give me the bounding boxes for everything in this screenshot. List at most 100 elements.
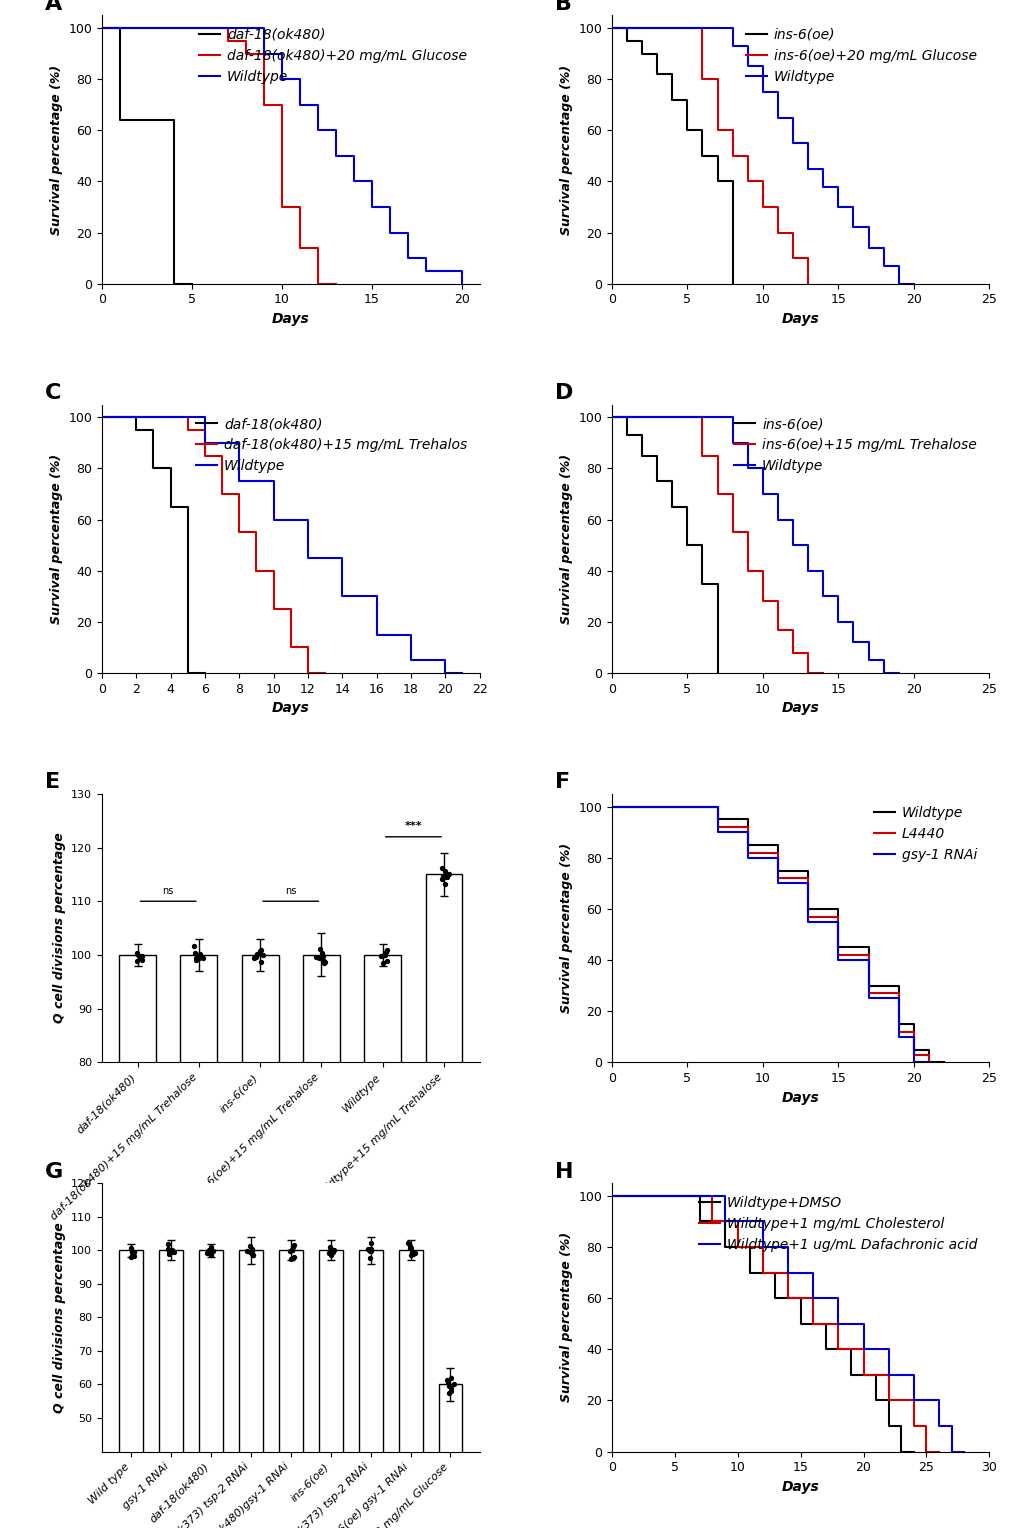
Point [438,865,454,889]
Point [162,1239,178,1264]
Point [372,944,388,969]
Point [439,1368,455,1392]
Point [378,938,394,963]
Point [195,946,211,970]
Text: D: D [554,384,573,403]
Point [253,938,269,963]
Legend: ins-6(oe), ins-6(oe)+15 mg/mL Trehalose, Wildtype: ins-6(oe), ins-6(oe)+15 mg/mL Trehalose,… [729,411,981,478]
Y-axis label: Survival percentage (%): Survival percentage (%) [559,64,572,235]
Point [163,1241,179,1265]
Bar [159,1250,182,1528]
Point [252,940,268,964]
Bar [364,955,400,1491]
Point [203,1235,219,1259]
Point [245,1242,261,1267]
Text: ns: ns [162,886,173,895]
Point [403,1235,419,1259]
Point [166,1241,182,1265]
Point [443,1366,460,1390]
Legend: Wildtype+DMSO, Wildtype+1 mg/mL Cholesterol, Wildtype+1 ug/mL Dafachronic acid: Wildtype+DMSO, Wildtype+1 mg/mL Choleste… [693,1190,981,1258]
Point [282,1247,299,1271]
Point [283,1238,300,1262]
Point [312,937,328,961]
Point [314,941,330,966]
Point [284,1235,301,1259]
Bar [303,955,339,1491]
Legend: ins-6(oe), ins-6(oe)+20 mg/mL Glucose, Wildtype: ins-6(oe), ins-6(oe)+20 mg/mL Glucose, W… [740,23,981,89]
Point [442,1378,459,1403]
Point [323,1242,339,1267]
Point [248,944,264,969]
Point [399,1230,416,1254]
Point [362,1245,378,1270]
Point [436,859,452,883]
Bar [119,1250,143,1528]
Point [407,1241,423,1265]
Text: E: E [45,772,60,793]
Point [361,1238,377,1262]
X-axis label: Days: Days [781,312,818,325]
Y-axis label: Q cell divisions percentage: Q cell divisions percentage [53,1222,65,1413]
Point [314,947,330,972]
Point [284,1238,301,1262]
Point [239,1239,256,1264]
Text: A: A [45,0,62,14]
Point [440,1380,457,1404]
Text: ns: ns [285,886,297,895]
Point [186,934,203,958]
Point [308,944,324,969]
Point [199,1241,215,1265]
Point [122,1238,139,1262]
Point [244,1239,260,1264]
Point [435,865,451,889]
Y-axis label: Survival percentage (%): Survival percentage (%) [50,64,63,235]
X-axis label: Days: Days [272,701,310,715]
Point [122,1244,139,1268]
Point [316,950,332,975]
Point [401,1233,418,1258]
Point [363,1239,379,1264]
Point [321,1241,337,1265]
Point [401,1236,418,1261]
Bar [180,955,217,1491]
Point [124,1239,141,1264]
Point [124,1239,141,1264]
Point [379,949,395,973]
Point [440,862,457,886]
Point [281,1239,298,1264]
Bar [359,1250,382,1528]
Text: G: G [45,1161,63,1181]
Text: H: H [554,1161,573,1181]
Point [160,1232,176,1256]
Point [163,1238,179,1262]
Point [187,946,204,970]
Point [190,944,206,969]
Point [242,1239,258,1264]
Point [246,946,262,970]
Point [434,865,450,889]
Point [191,946,207,970]
Legend: daf-18(ok480), daf-18(ok480)+15 mg/mL Trehalos, Wildtype: daf-18(ok480), daf-18(ok480)+15 mg/mL Tr… [191,411,472,478]
Y-axis label: Survival percentage (%): Survival percentage (%) [559,454,572,623]
Point [323,1236,339,1261]
Point [324,1239,340,1264]
Point [374,950,390,975]
Point [242,1235,258,1259]
Point [441,1374,458,1398]
Point [440,1371,457,1395]
Legend: Wildtype, L4440, gsy-1 RNAi: Wildtype, L4440, gsy-1 RNAi [867,801,981,868]
Y-axis label: Survival percentage (%): Survival percentage (%) [559,1232,572,1403]
Point [436,871,452,895]
Y-axis label: Survival percentage (%): Survival percentage (%) [50,454,63,623]
Point [204,1238,220,1262]
Point [244,1236,260,1261]
X-axis label: Days: Days [781,701,818,715]
Y-axis label: Q cell divisions percentage: Q cell divisions percentage [53,833,65,1024]
X-axis label: Days: Days [781,1481,818,1494]
Point [124,1239,141,1264]
Point [186,941,203,966]
Point [325,1238,341,1262]
Point [285,1233,302,1258]
Point [375,943,391,967]
Point [249,941,265,966]
